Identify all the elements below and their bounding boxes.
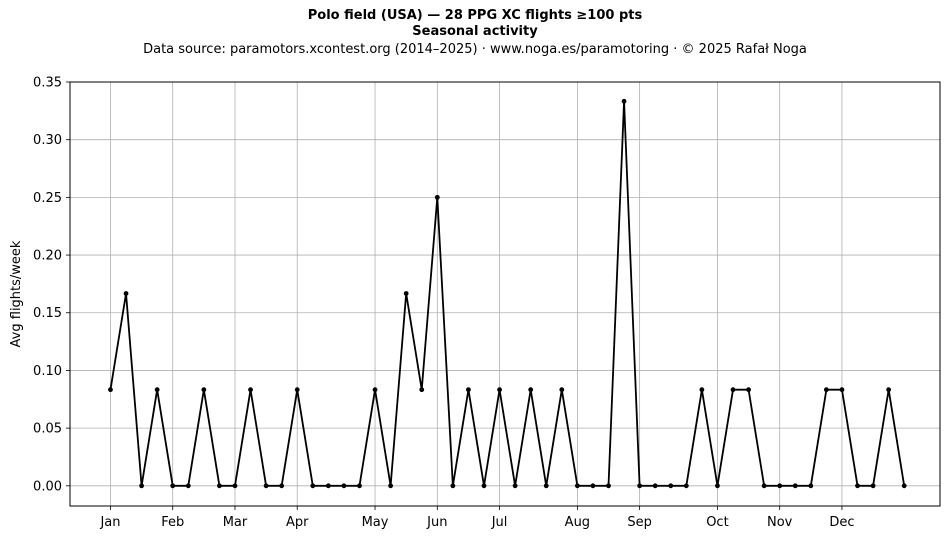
data-point bbox=[512, 483, 518, 489]
y-tick-label: 0.30 bbox=[33, 133, 62, 148]
data-point bbox=[388, 483, 394, 489]
data-point bbox=[341, 483, 347, 489]
data-point bbox=[823, 387, 829, 393]
y-axis-ticks: 0.00 0.05 0.10 0.15 0.20 0.25 0.30 0.35 bbox=[33, 76, 70, 494]
y-tick-label: 0.10 bbox=[33, 364, 62, 379]
data-point bbox=[886, 387, 892, 393]
data-point bbox=[761, 483, 767, 489]
x-tick-label: Dec bbox=[829, 515, 854, 530]
series-layer bbox=[108, 98, 907, 489]
data-point bbox=[606, 483, 611, 489]
x-tick-label: Jan bbox=[99, 515, 120, 530]
data-point bbox=[792, 483, 798, 489]
data-point bbox=[683, 483, 689, 489]
x-tick-label: Feb bbox=[161, 515, 184, 530]
chart-subtitle-bold: Seasonal activity bbox=[412, 24, 538, 39]
data-point bbox=[170, 483, 176, 489]
data-point bbox=[590, 483, 596, 489]
data-point bbox=[434, 194, 440, 200]
x-tick-label: Aug bbox=[565, 515, 590, 530]
x-tick-label: Jun bbox=[426, 515, 447, 530]
y-tick-label: 0.25 bbox=[33, 191, 62, 206]
data-point bbox=[217, 483, 222, 489]
y-tick-label: 0.15 bbox=[33, 306, 62, 321]
data-point bbox=[637, 483, 643, 489]
grid-lines bbox=[70, 81, 940, 506]
data-point bbox=[419, 387, 425, 393]
data-point bbox=[403, 291, 409, 296]
data-point bbox=[870, 483, 876, 489]
data-point bbox=[730, 387, 736, 393]
chart-title-block: Polo field (USA) — 28 PPG XC flights ≥10… bbox=[0, 8, 950, 59]
y-tick-label: 0.35 bbox=[33, 76, 62, 91]
data-point bbox=[450, 483, 456, 489]
data-point bbox=[108, 387, 113, 393]
data-point bbox=[839, 387, 845, 393]
data-point bbox=[559, 387, 565, 393]
x-tick-label: May bbox=[362, 515, 389, 530]
data-point bbox=[139, 483, 144, 489]
data-point bbox=[652, 483, 658, 489]
x-tick-label: Apr bbox=[286, 515, 309, 530]
data-point bbox=[294, 387, 300, 393]
data-point bbox=[279, 483, 285, 489]
x-tick-label: Sep bbox=[627, 515, 652, 530]
y-tick-label: 0.05 bbox=[33, 422, 62, 437]
data-point bbox=[466, 387, 471, 393]
data-point bbox=[310, 483, 316, 489]
data-point bbox=[621, 98, 627, 104]
data-point bbox=[808, 483, 814, 489]
data-point bbox=[574, 483, 580, 489]
data-point bbox=[481, 483, 487, 489]
chart-source-note: Data source: paramotors.xcontest.org (20… bbox=[143, 42, 807, 57]
data-point bbox=[154, 387, 160, 393]
x-tick-label: Oct bbox=[706, 515, 728, 530]
y-axis-label: Avg flights/week bbox=[9, 240, 24, 347]
data-point bbox=[543, 483, 549, 489]
x-tick-label: Nov bbox=[767, 515, 793, 530]
data-point bbox=[123, 291, 129, 296]
y-tick-label: 0.00 bbox=[33, 479, 62, 494]
data-point bbox=[715, 483, 720, 489]
data-point bbox=[855, 483, 860, 489]
data-point bbox=[528, 387, 534, 393]
x-tick-label: Jul bbox=[491, 515, 508, 530]
data-point bbox=[746, 387, 751, 393]
series-line bbox=[109, 100, 906, 487]
data-point bbox=[777, 483, 783, 489]
plot-frame bbox=[69, 81, 941, 507]
chart-title: Polo field (USA) — 28 PPG XC flights ≥10… bbox=[307, 8, 643, 23]
x-tick-label: Mar bbox=[223, 515, 248, 530]
data-point bbox=[325, 483, 331, 489]
data-point bbox=[372, 387, 378, 393]
data-point bbox=[201, 387, 207, 393]
data-point bbox=[668, 483, 674, 489]
data-point bbox=[699, 387, 705, 393]
x-axis-ticks: Jan Feb Mar Apr May Jun Jul Aug Sep Oct Nov Dec bbox=[99, 506, 855, 530]
data-point bbox=[248, 387, 253, 393]
data-point bbox=[901, 483, 907, 489]
data-point bbox=[232, 483, 238, 489]
y-tick-label: 0.20 bbox=[33, 249, 62, 264]
data-point bbox=[357, 483, 362, 489]
data-point bbox=[185, 483, 191, 489]
data-point bbox=[497, 387, 502, 393]
data-point bbox=[263, 483, 269, 489]
